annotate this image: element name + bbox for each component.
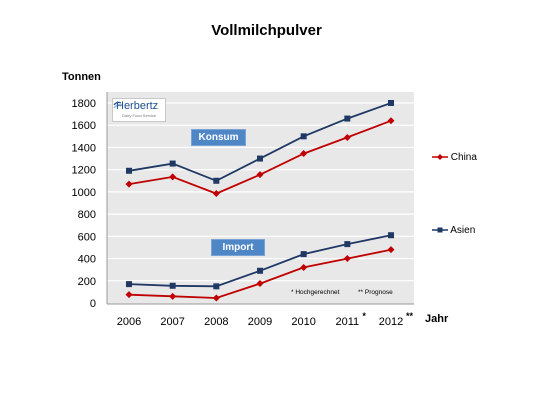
data-point-china bbox=[212, 294, 220, 302]
data-point-china bbox=[169, 292, 177, 300]
legend-china: China bbox=[432, 152, 477, 163]
x-tick-footnote-mark: ** bbox=[406, 311, 414, 321]
data-point-asien bbox=[300, 133, 307, 140]
data-point-china bbox=[300, 263, 308, 271]
y-tick-labels: 0 200 400 600 800 1000 1200 1400 1600 1800 bbox=[72, 98, 96, 310]
data-point-asien bbox=[169, 160, 176, 167]
legend-asien-marker-icon bbox=[432, 227, 448, 233]
x-tick-label: 2007 bbox=[160, 316, 184, 328]
x-tick-label: 2010 bbox=[291, 316, 315, 328]
x-tick-label: 2006 bbox=[117, 316, 141, 328]
y-tick-label: 1200 bbox=[72, 165, 96, 177]
data-point-asien bbox=[257, 155, 263, 162]
y-tick-label: 1000 bbox=[72, 187, 96, 199]
herbertz-logo: Herbertz Dairy Food Service bbox=[112, 98, 166, 122]
y-tick-label: 1800 bbox=[72, 98, 96, 110]
y-tick-label: 1600 bbox=[72, 120, 96, 132]
konsum-label: Konsum bbox=[191, 129, 246, 146]
x-tick-label: 2012 bbox=[379, 316, 403, 328]
legend-china-label: China bbox=[450, 152, 477, 163]
y-tick-label: 800 bbox=[78, 209, 96, 221]
data-point-china bbox=[343, 255, 351, 263]
x-tick-label: 2009 bbox=[248, 316, 272, 328]
x-tick-footnote-mark: * bbox=[362, 311, 366, 321]
y-tick-label: 200 bbox=[78, 276, 96, 288]
y-tick-label: 400 bbox=[78, 254, 96, 266]
data-point-asien bbox=[388, 232, 394, 239]
data-point-asien bbox=[126, 167, 132, 174]
data-point-china bbox=[343, 133, 351, 141]
data-point-china bbox=[387, 117, 395, 125]
data-point-asien bbox=[213, 177, 220, 184]
data-point-asien bbox=[169, 282, 176, 289]
data-point-asien bbox=[388, 100, 394, 106]
data-point-china bbox=[212, 190, 220, 198]
y-tick-label: 0 bbox=[90, 298, 96, 310]
data-point-asien bbox=[344, 115, 351, 122]
y-tick-label: 600 bbox=[78, 231, 96, 243]
import-label: Import bbox=[211, 239, 265, 256]
logo-subtitle: Dairy Food Service bbox=[122, 113, 157, 118]
x-axis-label: Jahr bbox=[425, 313, 449, 325]
series-lines bbox=[125, 100, 395, 302]
x-tick-labels: 2006 2007 2008 2009 2010 2011 * 2012 ** bbox=[117, 311, 414, 328]
data-point-china bbox=[256, 171, 264, 179]
legend-asien-label: Asien bbox=[450, 225, 476, 236]
x-tick-label: 2011 bbox=[336, 316, 360, 328]
data-point-asien bbox=[213, 283, 220, 290]
legend-asien: Asien bbox=[432, 225, 475, 236]
y-tick-label: 1400 bbox=[72, 142, 96, 154]
data-point-asien bbox=[126, 281, 132, 288]
data-point-china bbox=[256, 280, 264, 288]
chart-title: Vollmilchpulver bbox=[211, 22, 322, 39]
data-point-china bbox=[387, 246, 395, 254]
gridlines bbox=[107, 102, 414, 282]
footnote-prognose: ** Prognose bbox=[358, 289, 393, 296]
logo-name: Herbertz bbox=[116, 100, 159, 112]
data-point-asien bbox=[344, 241, 351, 248]
data-point-china bbox=[300, 150, 308, 158]
logo-mark-icon bbox=[113, 101, 122, 109]
data-point-china bbox=[125, 180, 133, 188]
data-point-asien bbox=[300, 251, 307, 258]
data-point-asien bbox=[257, 267, 263, 274]
data-point-china bbox=[125, 291, 133, 299]
footnote-hochgerechnet: * Hochgerechnet bbox=[291, 289, 340, 296]
data-point-china bbox=[169, 173, 177, 181]
legend-china-marker-icon bbox=[432, 154, 448, 161]
x-tick-label: 2008 bbox=[204, 316, 228, 328]
y-axis-label: Tonnen bbox=[62, 71, 101, 83]
